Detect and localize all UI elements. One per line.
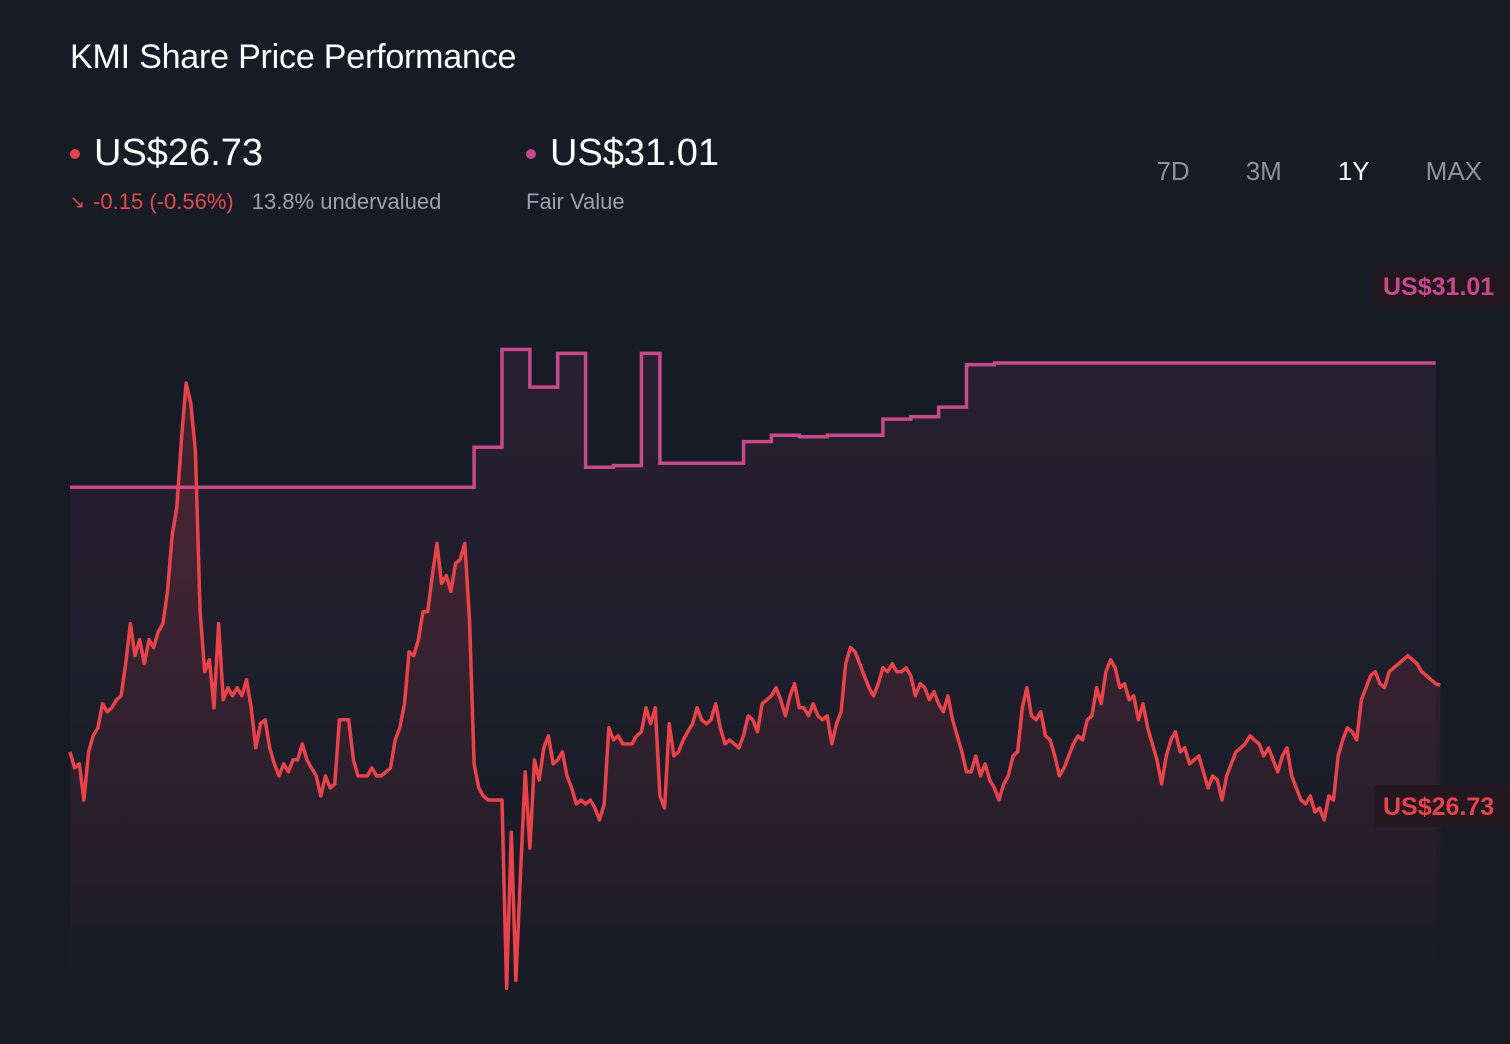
valuation-status: 13.8% undervalued bbox=[251, 189, 442, 214]
price-legend-dot bbox=[70, 148, 80, 159]
fair-value-label: Fair Value bbox=[526, 189, 625, 214]
chart-title: KMI Share Price Performance bbox=[70, 38, 517, 76]
price-end-label-bg bbox=[1374, 785, 1510, 827]
price-line bbox=[68, 381, 1441, 991]
fair-value-end-label: US$31.01 bbox=[1383, 273, 1494, 301]
current-price: US$26.73 bbox=[94, 132, 264, 174]
price-change: ↘ -0.15 (-0.56%) bbox=[70, 189, 234, 215]
range-tab-1y[interactable]: 1Y bbox=[1337, 156, 1370, 186]
fair-value-line bbox=[70, 347, 1436, 490]
price-area bbox=[70, 383, 1441, 991]
range-tab-7d[interactable]: 7D bbox=[1156, 156, 1190, 186]
fair-value-end-label-bg bbox=[1374, 265, 1510, 307]
current-price-block: US$26.73 ↘ -0.15 (-0.56%) 13.8% underval… bbox=[70, 132, 441, 215]
fair-value-block: US$31.01 Fair Value bbox=[526, 132, 719, 215]
price-end-label: US$26.73 bbox=[1383, 793, 1494, 821]
range-tabs: 7D 3M 1Y MAX bbox=[1100, 156, 1482, 187]
range-tab-3m[interactable]: 3M bbox=[1245, 156, 1282, 186]
price-change-value: -0.15 (-0.56%) bbox=[93, 189, 234, 214]
range-tab-max[interactable]: MAX bbox=[1425, 156, 1482, 186]
arrow-down-right-icon: ↘ bbox=[70, 191, 86, 212]
fair-value-legend-dot bbox=[526, 148, 536, 159]
fair-value-price: US$31.01 bbox=[550, 132, 720, 174]
